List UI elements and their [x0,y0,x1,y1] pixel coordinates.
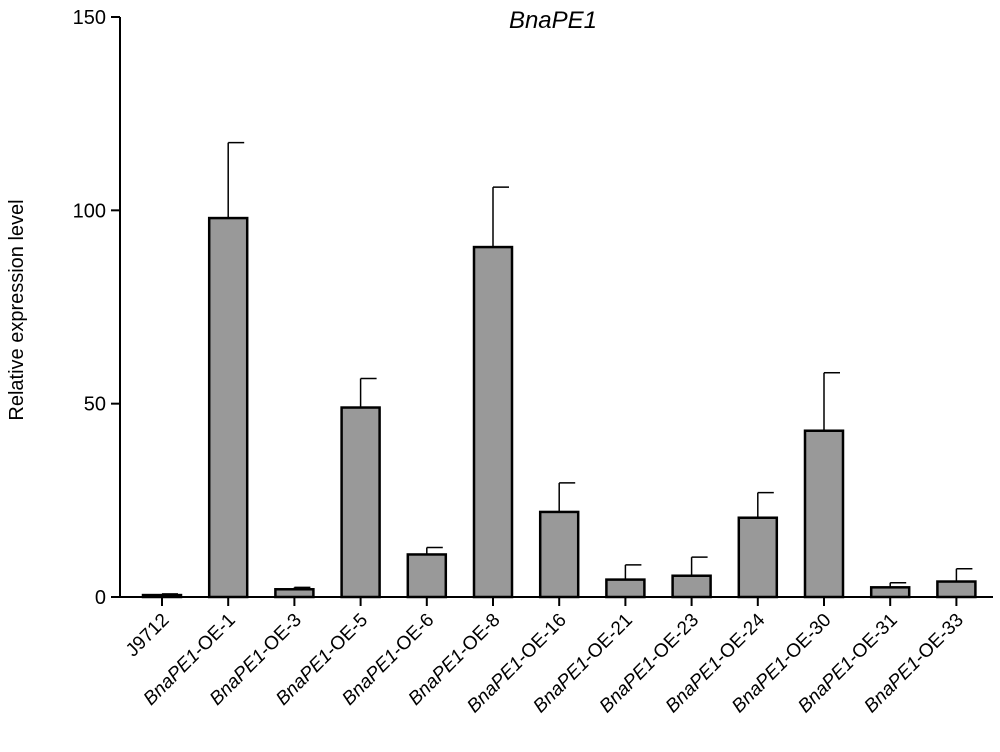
bar [209,218,247,597]
y-tick-label: 0 [95,587,106,609]
bar [408,554,446,597]
x-tick-label: J9712 [122,610,173,661]
bar [606,580,644,597]
bar [275,589,313,597]
bar [143,595,181,597]
chart-container: BnaPE1 Relative expression level 0 50 100 1… [0,0,1000,752]
bar [937,582,975,597]
x-tick-labels: J9712BnaPE1-OE-1BnaPE1-OE-3BnaPE1-OE-5Bn… [122,609,968,717]
y-tick-label: 50 [84,394,106,416]
bar [673,576,711,597]
bar [805,431,843,597]
y-tick-label: 150 [73,7,106,29]
bars-group [143,218,975,597]
bar-chart: BnaPE1 Relative expression level 0 50 100 1… [0,0,1000,752]
chart-title: BnaPE1 [509,7,597,34]
bar [474,247,512,597]
bar [871,587,909,597]
y-axis-label: Relative expression level [6,199,28,420]
y-tick-label: 100 [73,200,106,222]
bar [540,512,578,597]
bar [739,518,777,597]
bar [342,408,380,597]
